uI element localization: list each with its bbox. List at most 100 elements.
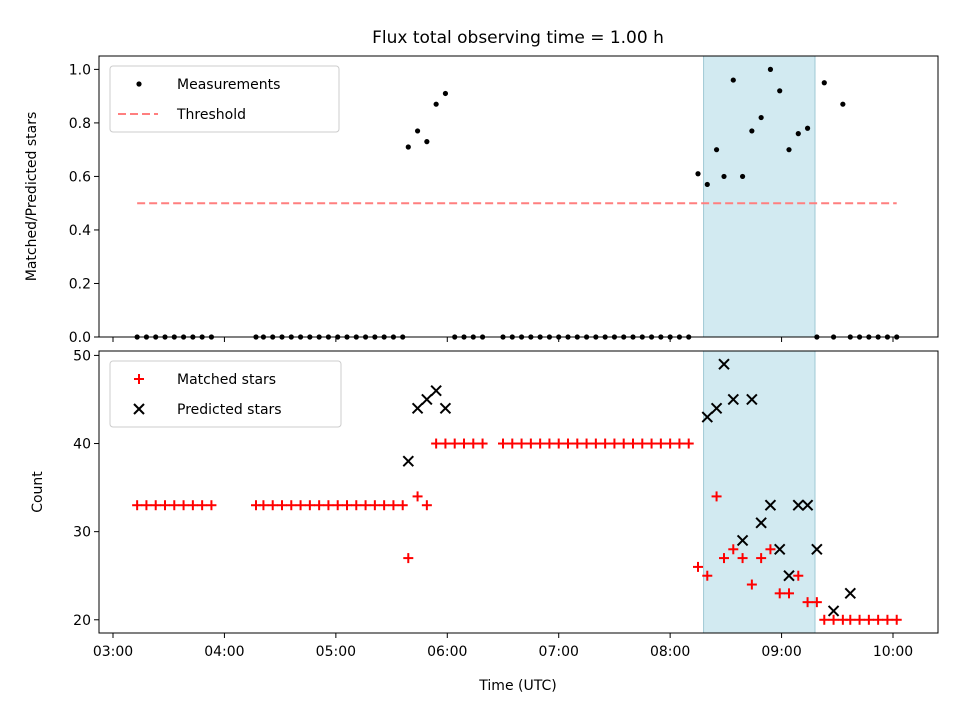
matched-point — [793, 570, 804, 581]
matched-point — [403, 553, 414, 564]
matched-point — [323, 500, 334, 511]
matched-point — [882, 614, 893, 625]
highlight-span — [703, 55, 816, 338]
matched-point — [590, 438, 601, 449]
matched-point — [693, 561, 703, 572]
matched-point — [342, 500, 352, 511]
matched-point — [665, 438, 676, 449]
matched-point — [802, 597, 813, 608]
x-tick-label: 05:00 — [316, 644, 356, 660]
matched-point — [854, 614, 865, 625]
matched-point — [351, 500, 362, 511]
legend-label: Matched stars — [177, 372, 276, 388]
matched-point — [819, 614, 830, 625]
x-tick-label: 03:00 — [93, 644, 133, 660]
legend-label: Measurements — [177, 77, 280, 93]
series-matched-stars — [132, 438, 902, 625]
measurement-point — [713, 147, 720, 153]
matched-point — [332, 500, 343, 511]
matched-point — [187, 500, 198, 511]
measurement-point — [704, 181, 710, 188]
matched-point — [431, 438, 442, 449]
predicted-point-b — [746, 393, 758, 406]
matched-point — [516, 438, 527, 449]
predicted-point-b — [755, 517, 767, 529]
matched-point — [150, 500, 161, 511]
measurement-point — [758, 114, 764, 121]
legend: Measurements Threshold — [109, 65, 340, 133]
matched-point — [206, 500, 217, 511]
y-tick-label: 20 — [73, 613, 91, 629]
predicted-point — [411, 402, 424, 414]
x-tick-label: 07:00 — [539, 644, 579, 660]
plot-frame — [98, 55, 939, 338]
matched-point — [477, 438, 488, 449]
matched-point — [525, 438, 536, 449]
predicted-point — [801, 499, 814, 511]
matched-point — [412, 491, 423, 502]
y-axis-label: Matched/Predicted stars — [24, 112, 40, 282]
predicted-point-b — [774, 543, 786, 555]
y-axis-label: Count — [30, 471, 46, 513]
x-tick-label: 04:00 — [204, 644, 244, 660]
predicted-point-b — [430, 384, 442, 397]
bottom-panel: 20 30 40 50 03:00 04:00 05:00 06:00 07:00 08:00 09… — [30, 348, 939, 660]
measurement-point — [804, 125, 811, 131]
matched-point — [765, 544, 776, 555]
matched-point — [863, 614, 874, 625]
measurement-point — [414, 128, 421, 134]
matched-point — [811, 597, 822, 608]
x-tick-label: 10:00 — [873, 644, 913, 660]
y-tick-label: 0.8 — [69, 116, 91, 132]
predicted-point-b — [801, 499, 814, 511]
measurement-point — [777, 88, 783, 94]
predicted-point — [421, 393, 433, 406]
measurement-point — [786, 147, 792, 153]
legend-box — [109, 360, 342, 428]
predicted-point-b — [764, 499, 777, 511]
matched-point — [828, 614, 839, 625]
y-tick-label: 50 — [73, 348, 91, 364]
matched-point — [369, 500, 380, 511]
matched-point — [286, 500, 297, 511]
matched-point — [507, 438, 518, 449]
predicted-point-b — [783, 570, 795, 582]
matched-point — [498, 438, 508, 449]
predicted-point — [792, 499, 804, 511]
matched-point — [544, 438, 555, 449]
matched-point — [655, 438, 666, 449]
predicted-point-b — [844, 587, 856, 600]
y-tick-label: 0.4 — [69, 223, 91, 239]
predicted-point-b — [718, 358, 730, 370]
matched-point — [258, 500, 269, 511]
predicted-point-b — [727, 393, 739, 406]
top-panel: 0.0 0.2 0.4 0.6 0.8 1.0 Matched/Predicted star… — [24, 55, 939, 346]
plot-frame — [98, 350, 939, 634]
predicted-point-b — [421, 393, 433, 406]
matched-point — [379, 500, 390, 511]
measurement-point — [405, 144, 411, 150]
legend-label: Threshold — [176, 107, 246, 123]
measurement-point — [424, 139, 430, 145]
matched-point — [628, 438, 638, 449]
measurement-point — [695, 171, 701, 177]
matched-point — [674, 438, 685, 449]
predicted-point — [746, 393, 758, 406]
matched-point — [197, 500, 208, 511]
measurement-point — [795, 131, 801, 137]
measurement-point — [840, 101, 846, 107]
matched-point — [535, 438, 546, 449]
matched-point — [169, 500, 180, 511]
y-tick-label: 30 — [73, 525, 91, 541]
matched-point — [637, 438, 648, 449]
highlight-span — [703, 350, 816, 634]
matched-point — [784, 588, 794, 599]
series-predicted-stars — [402, 358, 856, 617]
measurement-point — [821, 80, 827, 86]
predicted-point-b — [792, 499, 804, 511]
matched-point — [572, 438, 583, 449]
y-tick-label: 0.2 — [69, 276, 91, 292]
matched-point — [563, 438, 573, 449]
matched-point — [267, 500, 278, 511]
x-axis-label: Time (UTC) — [478, 678, 556, 694]
